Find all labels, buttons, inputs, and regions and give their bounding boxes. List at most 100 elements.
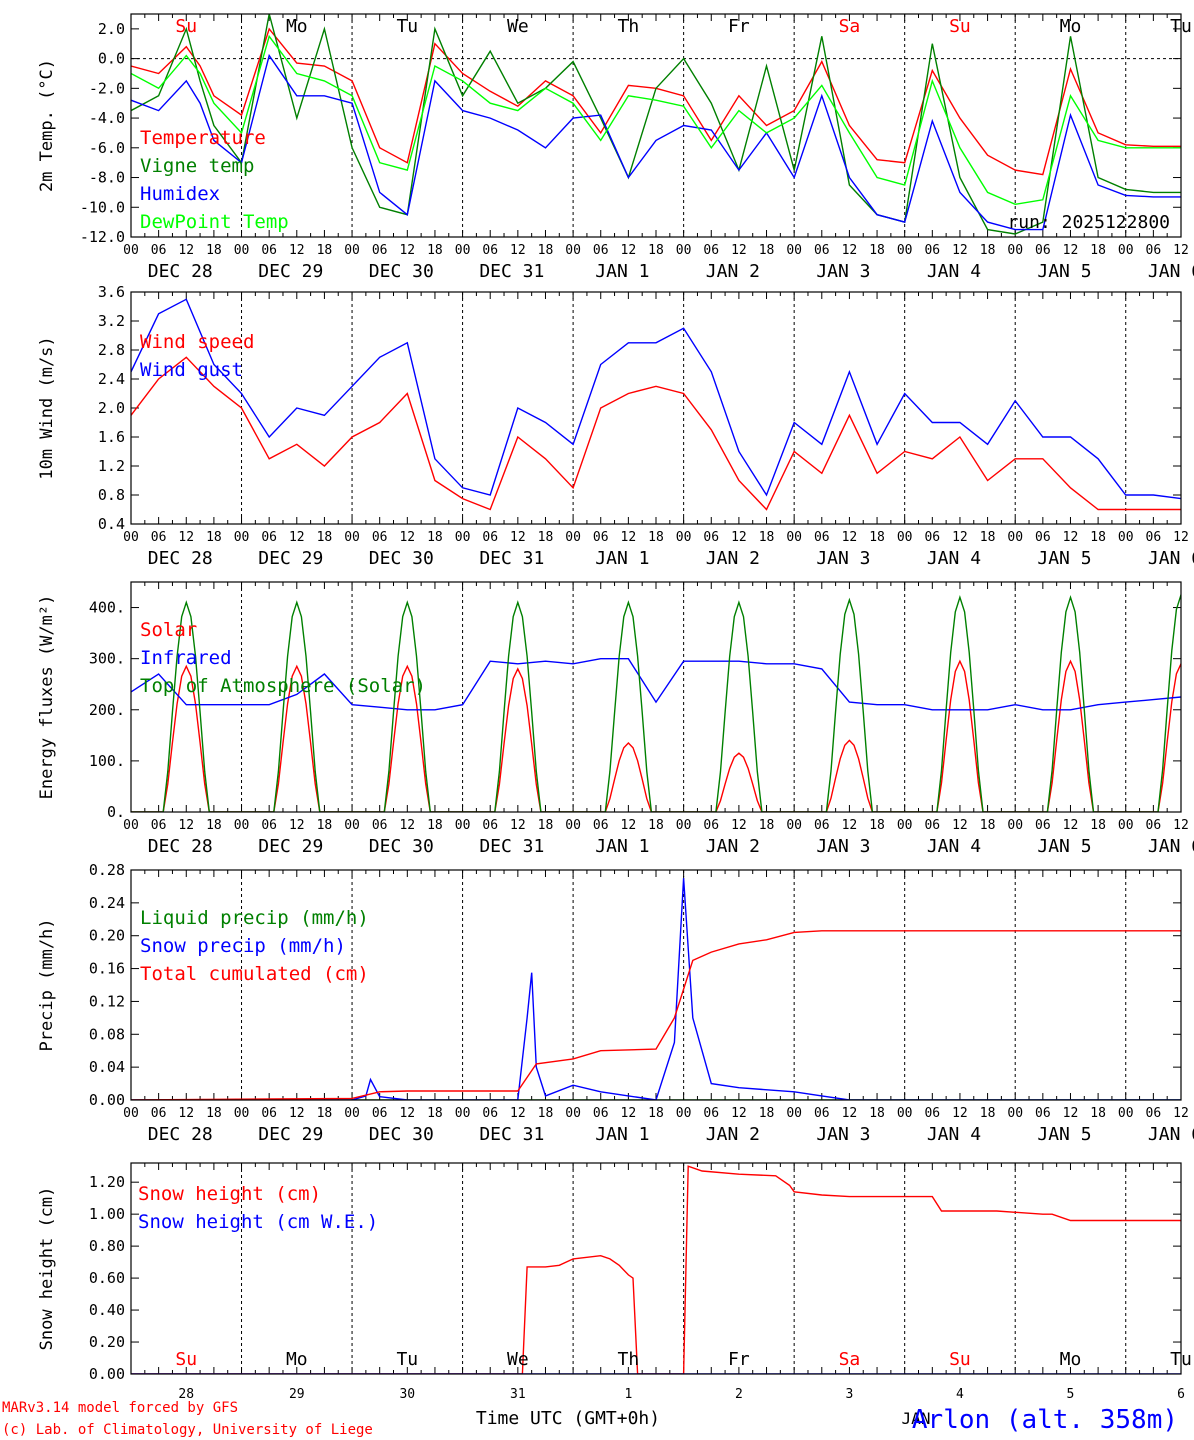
hour-tick-label: 06 <box>814 530 830 545</box>
hour-tick-label: 18 <box>648 243 664 258</box>
hour-tick-label: 18 <box>1090 818 1106 833</box>
hour-tick-label: 12 <box>1063 818 1079 833</box>
plot-frame <box>130 13 1182 238</box>
y-tick-label: 0.40 <box>89 1301 125 1319</box>
hour-tick-label: 06 <box>482 818 498 833</box>
hour-tick-label: 00 <box>344 243 360 258</box>
date-label: DEC 30 <box>369 836 434 857</box>
plot-frame <box>130 291 1182 525</box>
y-tick-label: 0.00 <box>89 1365 125 1383</box>
legend-entry: Infrared <box>140 647 232 669</box>
hour-tick-label: 18 <box>317 1106 333 1121</box>
weekday-label: Tu <box>396 16 418 37</box>
hour-tick-label: 00 <box>1118 818 1134 833</box>
plot-frame <box>130 1162 1182 1375</box>
hour-tick-label: 06 <box>261 530 277 545</box>
hour-tick-label: 06 <box>1035 243 1051 258</box>
hour-tick-label: 06 <box>593 530 609 545</box>
hour-tick-label: 18 <box>427 818 443 833</box>
date-label: JAN 6 <box>1148 1124 1194 1145</box>
hour-tick-label: 18 <box>980 243 996 258</box>
hour-tick-label: 12 <box>842 530 858 545</box>
hour-tick-label: 00 <box>455 243 471 258</box>
weekday-label: Mo <box>286 16 308 37</box>
series-line-1-1 <box>131 27 1181 176</box>
hour-tick-label: 00 <box>897 1106 913 1121</box>
y-tick-label: 0.20 <box>89 927 125 945</box>
hour-tick-label: 06 <box>151 243 167 258</box>
date-label: JAN 6 <box>1148 836 1194 857</box>
hour-tick-label: 00 <box>565 1106 581 1121</box>
hour-tick-label: 12 <box>510 530 526 545</box>
hour-tick-label: 00 <box>1007 1106 1023 1121</box>
chart-panel-4: 0.28 0.24 0.20 0.16 0.12 0.08 0.04 0.00 Precip (… <box>37 861 1194 1145</box>
hour-tick-label: 18 <box>980 1106 996 1121</box>
y-tick-label: 3.2 <box>98 312 125 330</box>
plot-frame <box>130 581 1182 813</box>
hour-tick-label: 12 <box>731 1106 747 1121</box>
hour-tick-label: 18 <box>317 243 333 258</box>
hour-tick-label: 06 <box>593 818 609 833</box>
y-tick-label: 1.00 <box>89 1205 125 1223</box>
hour-tick-label: 06 <box>151 1106 167 1121</box>
hour-tick-label: 12 <box>399 530 415 545</box>
hour-tick-label: 06 <box>372 818 388 833</box>
hour-tick-label: 00 <box>123 818 139 833</box>
date-label: JAN 3 <box>816 836 870 857</box>
hour-tick-label: 18 <box>206 243 222 258</box>
hour-tick-label: 00 <box>786 818 802 833</box>
hour-tick-label: 06 <box>703 1106 719 1121</box>
series-line-4-2 <box>131 878 1181 1100</box>
weekday-label: Tu <box>396 1349 418 1370</box>
hour-tick-label: 12 <box>1173 243 1189 258</box>
date-label: DEC 30 <box>369 261 434 282</box>
hour-tick-label: 06 <box>1146 243 1162 258</box>
hour-tick-label: 06 <box>1035 818 1051 833</box>
time-axis-label: Time UTC (GMT+0h) <box>476 1408 660 1429</box>
y-axis-label: Precip (mm/h) <box>37 918 57 1051</box>
date-label: DEC 31 <box>479 836 544 857</box>
weekday-label: Su <box>949 1349 971 1370</box>
hour-tick-label: 18 <box>759 243 775 258</box>
hour-tick-label: 18 <box>648 1106 664 1121</box>
legend-entry: Vigne temp <box>140 155 254 177</box>
y-tick-label: 400. <box>89 599 125 617</box>
station-label: Arlon (alt. 358m) <box>912 1405 1178 1435</box>
legend-entry: Snow height (cm) <box>138 1183 321 1205</box>
credit-model: MARv3.14 model forced by GFS <box>2 1400 238 1416</box>
day-number-label: 4 <box>956 1387 964 1402</box>
hour-tick-label: 12 <box>289 818 305 833</box>
series-line-5-1 <box>131 1165 1181 1374</box>
hour-tick-label: 12 <box>731 818 747 833</box>
weekday-label: Th <box>618 16 640 37</box>
series-line-3-2 <box>131 658 1181 711</box>
y-tick-label: 0.28 <box>89 861 125 879</box>
y-tick-label: -4.0 <box>89 109 125 127</box>
date-label: JAN 1 <box>595 836 649 857</box>
chart-panel-1: 2.0 0.0 -2.0 -4.0 -6.0 -8.0 -10.0 -12.0 2m Temp.… <box>37 13 1194 282</box>
hour-tick-label: 06 <box>372 243 388 258</box>
date-label: JAN 2 <box>706 548 760 569</box>
y-tick-label: 0.4 <box>98 515 125 533</box>
date-label: DEC 28 <box>148 261 213 282</box>
hour-tick-label: 12 <box>621 243 637 258</box>
y-tick-label: -8.0 <box>89 169 125 187</box>
hour-tick-label: 06 <box>261 818 277 833</box>
hour-tick-label: 06 <box>261 1106 277 1121</box>
hour-tick-label: 00 <box>897 818 913 833</box>
y-tick-label: 0.16 <box>89 960 125 978</box>
day-number-label: 30 <box>399 1387 415 1402</box>
date-label: JAN 6 <box>1148 548 1194 569</box>
y-tick-label: 2.0 <box>98 20 125 38</box>
day-number-label: 31 <box>510 1387 526 1402</box>
y-tick-label: 0.60 <box>89 1269 125 1287</box>
hour-tick-label: 06 <box>814 818 830 833</box>
hour-tick-label: 18 <box>980 530 996 545</box>
hour-tick-label: 18 <box>538 1106 554 1121</box>
day-number-label: 3 <box>846 1387 854 1402</box>
date-label: JAN 4 <box>927 548 981 569</box>
hour-tick-label: 18 <box>538 818 554 833</box>
weekday-label: Sa <box>839 1349 861 1370</box>
hour-tick-label: 12 <box>621 530 637 545</box>
hour-tick-label: 00 <box>1118 243 1134 258</box>
